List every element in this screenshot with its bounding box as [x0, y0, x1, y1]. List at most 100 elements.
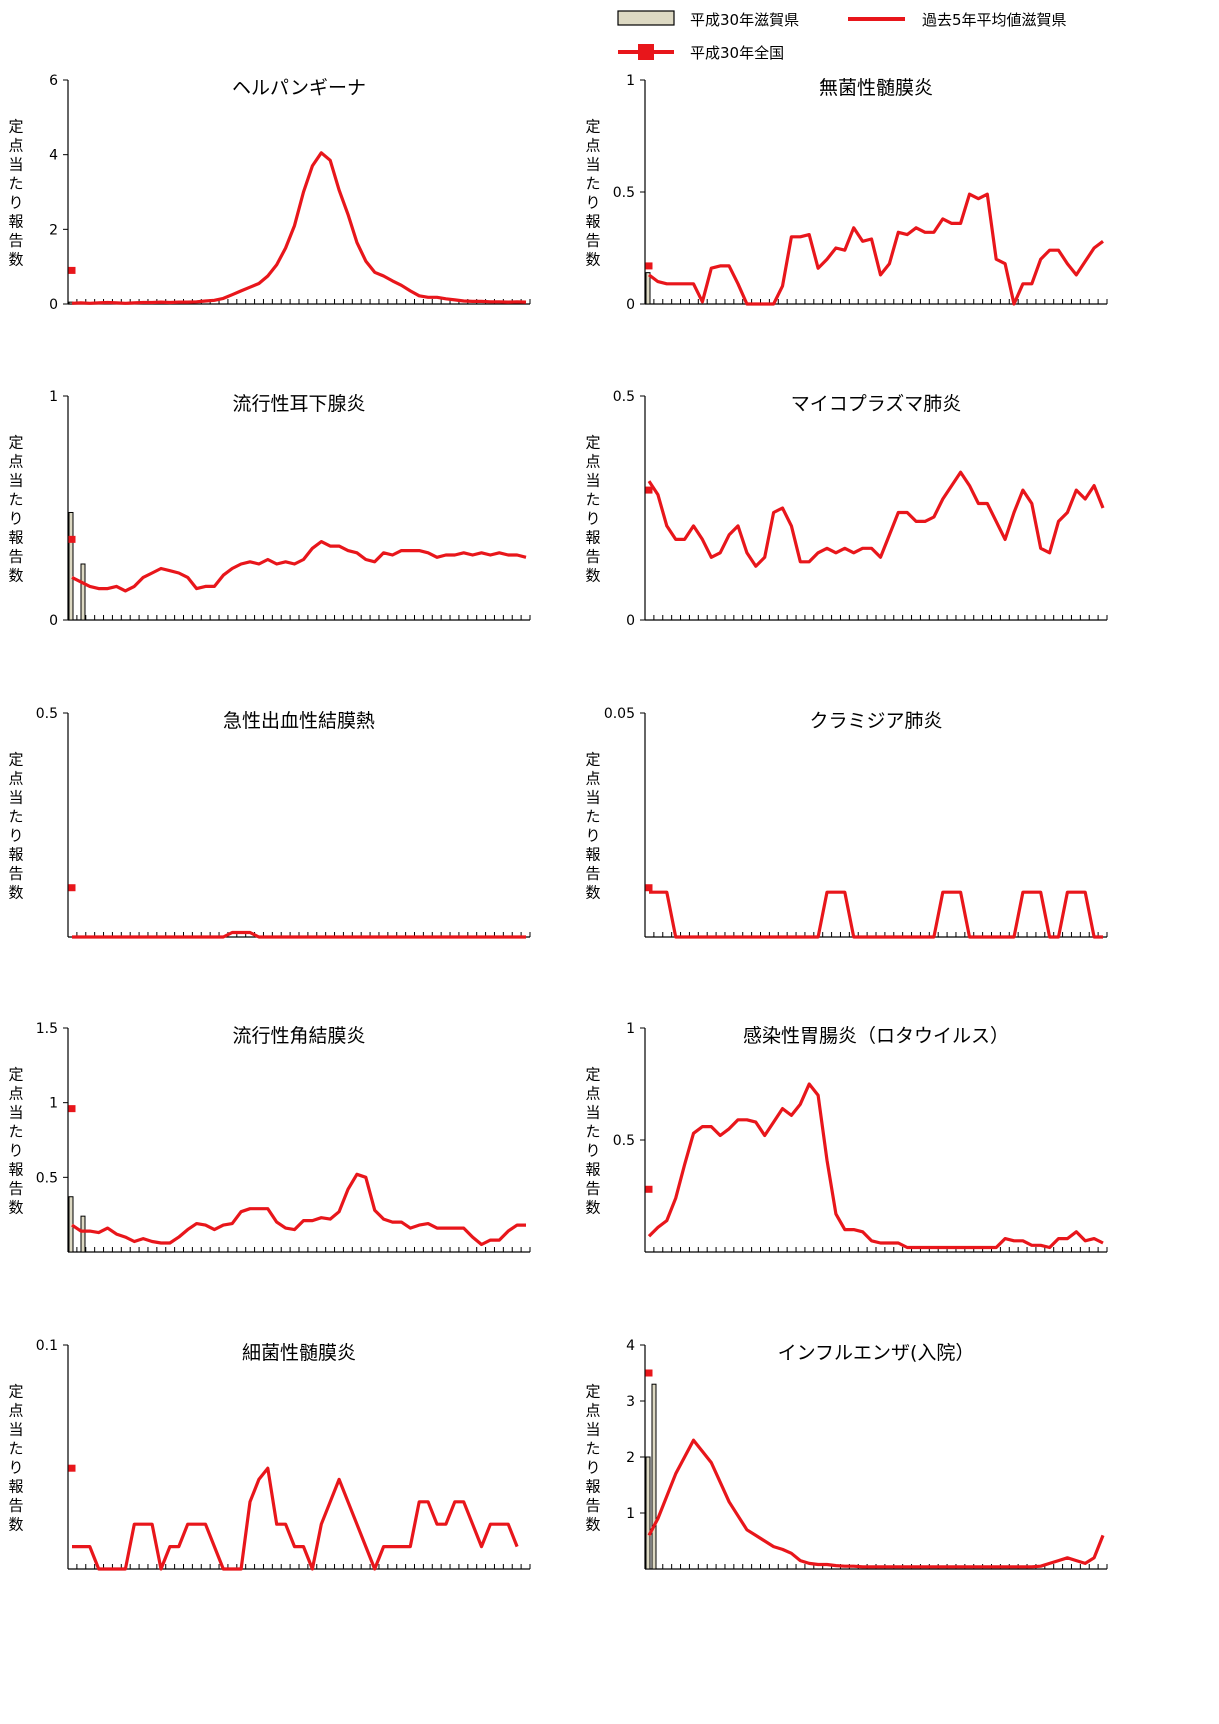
y-axis-label-char: 点 [8, 770, 23, 788]
legend-bar-swatch [617, 10, 675, 26]
chart-title: 感染性胃腸炎（ロタウイルス） [743, 1025, 1009, 1047]
national-marker [645, 262, 653, 270]
y-axis-label-char: た [585, 1123, 600, 1141]
y-axis-label-char: た [585, 175, 600, 193]
avg-line [647, 470, 1105, 568]
y-axis-label-char: 告 [585, 1497, 600, 1515]
y-axis-label-char: 定 [8, 1383, 23, 1401]
avg-line [71, 539, 527, 593]
y-tick-label: 1 [49, 389, 58, 405]
legend-bar-label: 平成30年滋賀県 [690, 11, 799, 29]
y-axis-label-char: 数 [585, 884, 600, 902]
y-axis-label-char: 告 [585, 865, 600, 883]
y-tick-label: 0 [49, 297, 58, 313]
y-axis-label-char: 点 [8, 453, 23, 471]
avg-line [648, 192, 1104, 306]
y-axis-label-char: 点 [585, 770, 600, 788]
y-axis-label-char: り [8, 510, 23, 528]
y-axis-label-char: 点 [585, 137, 600, 155]
y-tick-label: 0.5 [613, 389, 635, 405]
y-tick-label: 0.05 [604, 706, 635, 722]
y-axis-label-char: 当 [8, 472, 23, 490]
y-axis-label-char: 点 [8, 1085, 23, 1103]
y-axis-label-char: た [585, 808, 600, 826]
y-axis-label-char: 報 [8, 213, 23, 231]
y-tick-label: 2 [49, 222, 58, 238]
y-axis-label-char: 点 [585, 1085, 600, 1103]
y-axis-label-char: 当 [585, 1104, 600, 1122]
y-axis-label-char: 当 [585, 789, 600, 807]
y-axis-label-char: た [8, 808, 23, 826]
national-marker [68, 1464, 76, 1472]
avg-line [72, 930, 526, 939]
chart-title: 流行性耳下腺炎 [232, 393, 365, 415]
y-axis-label-char: 数 [8, 1516, 23, 1534]
legend-line-label: 過去5年平均値滋賀県 [922, 11, 1067, 29]
y-tick-label: 0.5 [613, 185, 635, 201]
y-axis-label-char: 数 [585, 251, 600, 269]
chart-title: 無菌性髄膜炎 [819, 77, 933, 99]
y-axis-label-char: 報 [585, 846, 600, 864]
y-tick-label: 4 [626, 1338, 635, 1354]
y-axis-label-char: 定 [8, 1066, 23, 1084]
y-axis-label-char: 当 [585, 472, 600, 490]
y-axis-label-char: た [8, 1440, 23, 1458]
y-axis-label-char: 数 [8, 884, 23, 902]
avg-line [647, 1438, 1105, 1569]
y-axis-label-char: り [585, 510, 600, 528]
y-axis-label-char: 報 [8, 1161, 23, 1179]
y-axis-label-char: 告 [8, 232, 23, 250]
y-axis-label-char: た [585, 491, 600, 509]
y-tick-label: 0.1 [36, 1338, 58, 1354]
legend-marker-swatch [638, 44, 654, 60]
y-tick-label: 0 [626, 297, 635, 313]
y-axis-label-char: り [8, 194, 23, 212]
y-tick-label: 3 [626, 1394, 635, 1410]
bar [645, 1456, 651, 1570]
y-tick-label: 6 [49, 73, 58, 89]
y-axis-label-char: 告 [8, 1180, 23, 1198]
y-axis-label-char: 報 [585, 1161, 600, 1179]
y-axis-label-char: 当 [8, 1104, 23, 1122]
y-axis-label-char: り [585, 1459, 600, 1477]
chart-title: ヘルパンギーナ [232, 77, 366, 99]
y-axis-label-char: 告 [8, 548, 23, 566]
y-axis-label-char: り [8, 827, 23, 845]
y-axis-label-char: 報 [585, 1478, 600, 1496]
y-axis-label-char: 定 [585, 1383, 600, 1401]
y-axis-label-char: り [8, 1459, 23, 1477]
y-axis-label-char: 定 [585, 751, 600, 769]
bar [68, 511, 74, 621]
y-axis-label-char: 報 [8, 1478, 23, 1496]
y-axis-label-char: り [585, 194, 600, 212]
chart-title: 急性出血性結膜熱 [223, 710, 375, 732]
national-marker [68, 1105, 76, 1113]
y-axis-label-char: り [585, 827, 600, 845]
y-axis-label-char: 告 [8, 1497, 23, 1515]
chart-title: インフルエンザ(入院） [778, 1342, 975, 1364]
y-axis-label-char: 当 [8, 789, 23, 807]
y-tick-label: 1 [626, 1506, 635, 1522]
y-tick-label: 4 [49, 148, 58, 164]
avg-line [72, 1466, 519, 1571]
y-axis-label-char: 定 [585, 1066, 600, 1084]
y-axis-label-char: た [585, 1440, 600, 1458]
y-axis-label-char: 告 [8, 865, 23, 883]
y-axis-label-char: た [8, 491, 23, 509]
avg-line [649, 890, 1103, 939]
y-tick-label: 2 [626, 1450, 635, 1466]
national-marker [645, 1185, 653, 1193]
y-axis-label-char: 定 [8, 118, 23, 136]
y-axis-label-char: 定 [585, 118, 600, 136]
avg-line [71, 1172, 526, 1247]
chart-title: 細菌性髄膜炎 [242, 1342, 356, 1364]
bar [80, 563, 86, 621]
